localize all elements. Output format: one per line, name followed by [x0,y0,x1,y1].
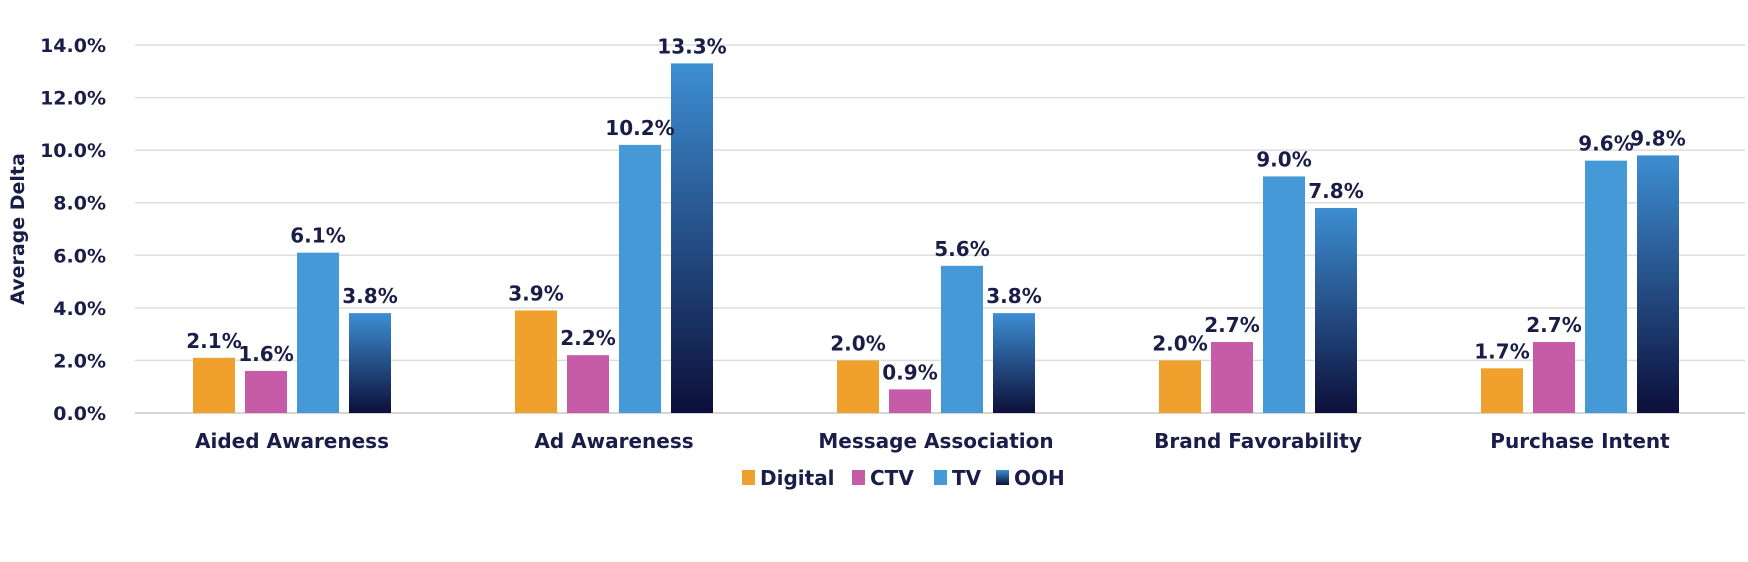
legend: Digital CTV TV OOH [742,466,1065,490]
y-tick-label: 14.0% [40,35,106,57]
y-axis-title: Average Delta [7,153,29,305]
legend-swatch-digital [742,470,755,485]
bar-ctv-aided-awareness [245,370,287,413]
x-category-label: Message Association [818,429,1053,453]
bar-digital-brand-favorability [1159,360,1201,413]
y-tick-label: 8.0% [53,193,106,215]
data-label: 1.7% [1474,339,1529,363]
data-label: 2.2% [560,326,615,350]
legend-swatch-ctv [852,470,865,485]
legend-label-ooh: OOH [1014,466,1065,490]
bar-digital-message-association [837,360,879,413]
bar-ctv-message-association [889,389,931,413]
data-label: 0.9% [882,360,937,384]
y-tick-label: 2.0% [53,350,106,372]
x-axis-categories: Aided Awareness Ad Awareness Message Assoc… [195,429,1670,453]
data-label: 1.6% [238,342,293,366]
bar-ooh-aided-awareness [349,313,391,413]
bar-ctv-brand-favorability [1211,342,1253,413]
y-tick-label: 4.0% [53,298,106,320]
data-label: 3.8% [986,284,1041,308]
bar-digital-aided-awareness [193,357,235,413]
x-category-label: Ad Awareness [534,429,693,453]
bar-digital-ad-awareness [515,310,557,413]
data-label: 9.6% [1578,132,1633,156]
x-category-label: Purchase Intent [1490,429,1670,453]
legend-label-ctv: CTV [870,466,914,490]
data-label: 2.7% [1204,313,1259,337]
data-label: 10.2% [605,116,674,140]
legend-label-digital: Digital [760,466,835,490]
bar-tv-ad-awareness [619,144,661,413]
data-label: 9.0% [1256,147,1311,171]
legend-swatch-ooh [996,470,1009,485]
y-tick-label: 12.0% [40,88,106,110]
data-label: 6.1% [290,224,345,248]
bar-ctv-ad-awareness [567,355,609,413]
bar-tv-aided-awareness [297,252,339,413]
data-label: 5.6% [934,237,989,261]
data-label: 13.3% [657,34,726,58]
x-category-label: Aided Awareness [195,429,389,453]
data-label: 3.9% [508,281,563,305]
y-tick-label: 10.0% [40,140,106,162]
legend-label-tv: TV [952,466,982,490]
bar-ooh-ad-awareness [671,63,713,414]
data-label: 2.7% [1526,313,1581,337]
y-tick-label: 0.0% [53,403,106,425]
bar-ctv-purchase-intent [1533,342,1575,413]
gridlines [135,44,1745,414]
bar-tv-message-association [941,265,983,413]
data-label: 7.8% [1308,179,1363,203]
data-label: 3.8% [342,284,397,308]
bar-tv-purchase-intent [1585,160,1627,413]
y-tick-label: 6.0% [53,245,106,267]
legend-swatch-tv [934,470,947,485]
data-label: 2.1% [186,329,241,353]
x-category-label: Brand Favorability [1154,429,1362,453]
y-axis-ticks: 0.0% 2.0% 4.0% 6.0% 8.0% 10.0% 12.0% 14.0% [40,35,106,425]
data-labels: 2.1%1.6% 6.1% 3.8% 3.9% 2.2% 10.2% 13.3% 2.0% 0.… [186,34,1685,384]
data-label: 2.0% [1152,331,1207,355]
bar-ooh-message-association [993,313,1035,413]
bar-digital-purchase-intent [1481,368,1523,413]
bar-tv-brand-favorability [1263,176,1305,413]
bars [193,63,1679,414]
data-label: 9.8% [1630,126,1685,150]
bar-ooh-purchase-intent [1637,155,1679,413]
data-label: 2.0% [830,331,885,355]
bar-ooh-brand-favorability [1315,207,1357,413]
